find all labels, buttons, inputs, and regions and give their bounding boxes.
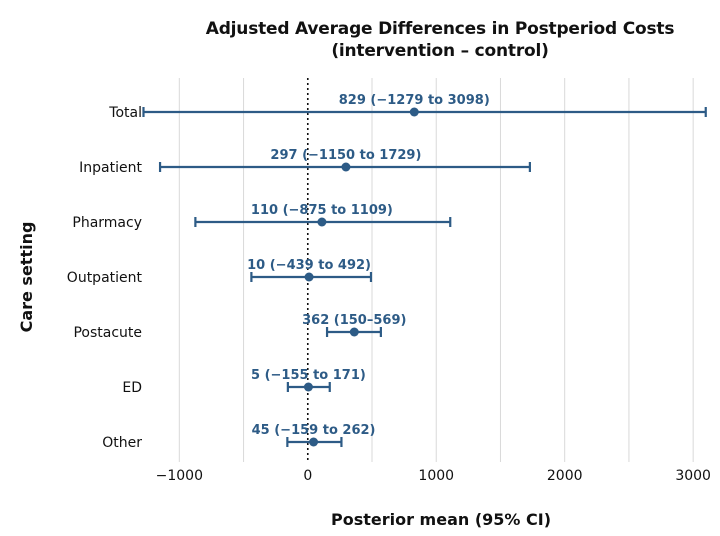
estimate-annotation: 10 (−439 to 492) bbox=[247, 258, 371, 273]
x-tick-label: 0 bbox=[303, 468, 312, 484]
grid-layer bbox=[178, 78, 694, 462]
category-label: Total bbox=[108, 105, 142, 121]
category-label: ED bbox=[122, 380, 142, 396]
y-axis-title: Care setting bbox=[17, 222, 36, 333]
category-label: Outpatient bbox=[67, 270, 143, 286]
category-label: Pharmacy bbox=[72, 215, 142, 231]
estimate-point bbox=[341, 162, 351, 172]
estimate-annotation: 110 (−875 to 1109) bbox=[251, 203, 393, 218]
x-tick-label: 1000 bbox=[418, 468, 454, 484]
estimate-annotation: 829 (−1279 to 3098) bbox=[339, 93, 490, 108]
x-tick-label: 3000 bbox=[675, 468, 711, 484]
x-tick-label: 2000 bbox=[547, 468, 583, 484]
estimate-point bbox=[317, 217, 327, 227]
x-tick-label: −1000 bbox=[156, 468, 203, 484]
x-axis-title: Posterior mean (95% CI) bbox=[331, 510, 551, 529]
estimate-point bbox=[303, 382, 313, 392]
category-label: Other bbox=[102, 435, 142, 451]
estimate-annotation: 5 (−155 to 171) bbox=[251, 368, 366, 383]
chart-title-line-2: (intervention – control) bbox=[331, 41, 549, 61]
estimate-point bbox=[349, 327, 359, 337]
series-layer: 829 (−1279 to 3098) 297 (−1150 to 1729) 11… bbox=[142, 93, 707, 447]
estimate-annotation: 45 (−159 to 262) bbox=[252, 423, 376, 438]
estimate-point bbox=[309, 437, 319, 447]
chart-title-line-1: Adjusted Average Differences in Postperi… bbox=[205, 19, 675, 39]
estimate-annotation: 362 (150–569) bbox=[302, 313, 406, 328]
estimate-point bbox=[409, 107, 419, 117]
estimate-point bbox=[304, 272, 314, 282]
x-tick-labels: −1000 0 1000 2000 3000 bbox=[156, 468, 711, 484]
category-label: Inpatient bbox=[79, 160, 142, 176]
category-labels: Total Inpatient Pharmacy Outpatient Postacut… bbox=[67, 105, 143, 451]
category-label: Postacute bbox=[73, 325, 142, 341]
estimate-annotation: 297 (−1150 to 1729) bbox=[270, 148, 421, 163]
